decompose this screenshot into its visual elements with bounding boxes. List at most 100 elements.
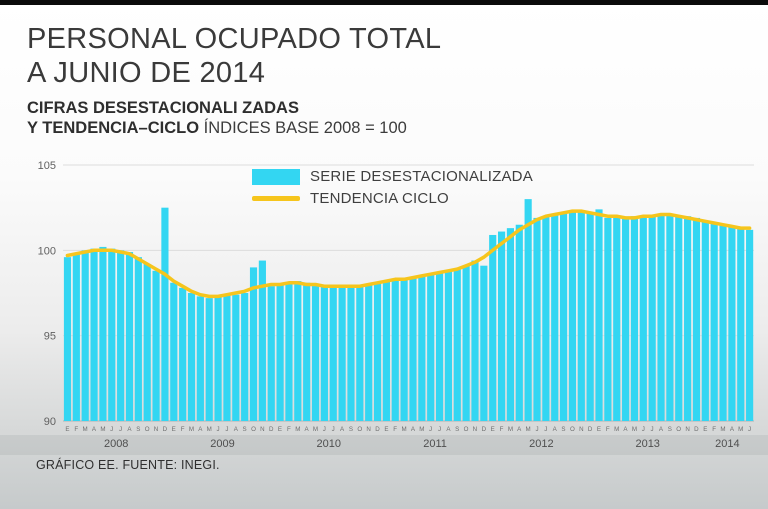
month-letter: A	[92, 426, 97, 433]
month-letter: J	[225, 426, 228, 433]
month-letter: A	[730, 426, 735, 433]
bar	[719, 224, 727, 421]
month-letter: F	[500, 426, 504, 433]
month-letter: E	[597, 426, 601, 433]
bar	[81, 250, 89, 421]
bar	[737, 228, 745, 421]
month-letter: E	[491, 426, 495, 433]
year-label: 2010	[317, 438, 341, 450]
x-axis-year-labels: 2008 2009 2010 2011 2012 2013 2014	[104, 438, 740, 450]
subtitle-bold-line1: CIFRAS DESESTACIONALI ZADAS	[27, 99, 299, 117]
month-letter: D	[588, 426, 593, 433]
month-letter: M	[100, 426, 105, 433]
tendencia-ciclo-line	[65, 209, 752, 299]
month-letter: A	[127, 426, 132, 433]
bar	[684, 216, 692, 421]
header: PERSONAL OCUPADO TOTAL A JUNIO DE 2014 C…	[27, 22, 441, 138]
bar	[692, 217, 701, 421]
month-letter: M	[313, 426, 318, 433]
month-letter: A	[446, 426, 451, 433]
year-label: 2009	[210, 438, 234, 450]
month-letter: F	[606, 426, 610, 433]
bar	[630, 216, 639, 421]
month-letter: N	[473, 426, 477, 433]
month-letter: D	[694, 426, 699, 433]
bar	[303, 282, 311, 421]
legend-swatch-tendencia-ciclo	[252, 196, 300, 201]
chart-area: 90 95 100 105 E F M A M J J A S O N D E F M A M J J A S O N D E F M A M J…	[0, 148, 768, 470]
month-letter: M	[83, 426, 88, 433]
bar	[648, 214, 656, 421]
bar	[595, 209, 603, 421]
bar	[418, 275, 426, 421]
bar	[276, 284, 284, 421]
legend-label-tendencia-ciclo: TENDENCIA CICLO	[310, 190, 449, 207]
bar	[444, 270, 452, 421]
bar	[560, 212, 568, 421]
bar	[143, 263, 151, 421]
bar	[701, 221, 709, 421]
bar	[453, 269, 461, 421]
year-label-band	[0, 435, 768, 455]
month-letter: J	[323, 426, 326, 433]
bar	[329, 287, 337, 421]
month-letter: S	[668, 426, 672, 433]
bar	[471, 260, 479, 421]
month-letter: E	[278, 426, 282, 433]
bar	[657, 214, 665, 421]
subtitle: CIFRAS DESESTACIONALI ZADAS Y TENDENCIA–…	[27, 98, 441, 138]
month-letter: F	[287, 426, 291, 433]
title-line2: A JUNIO DE 2014	[27, 57, 266, 89]
month-letter: O	[464, 426, 469, 433]
bar	[506, 228, 515, 421]
bar	[427, 274, 435, 421]
bar	[639, 216, 647, 421]
month-letter: O	[570, 426, 575, 433]
month-letter: N	[154, 426, 158, 433]
bar	[241, 293, 249, 421]
bar	[533, 217, 541, 421]
month-letter: E	[703, 426, 707, 433]
month-letter: M	[207, 426, 212, 433]
bar	[347, 286, 355, 421]
bar	[285, 282, 293, 421]
bar	[551, 214, 559, 421]
month-letter: N	[260, 426, 264, 433]
legend-item-tendencia: TENDENCIA CICLO	[252, 190, 533, 207]
month-letter: F	[393, 426, 397, 433]
month-letter: S	[349, 426, 353, 433]
month-letter: E	[172, 426, 176, 433]
month-letter: N	[579, 426, 583, 433]
month-letter: M	[508, 426, 513, 433]
bar	[728, 226, 736, 421]
bar	[542, 216, 550, 421]
month-letter: O	[676, 426, 681, 433]
y-tick-label: 100	[38, 245, 56, 257]
month-letter: M	[402, 426, 407, 433]
year-label: 2014	[715, 438, 739, 450]
title-line1: PERSONAL OCUPADO TOTAL	[27, 23, 442, 55]
bar	[586, 212, 594, 421]
bar	[462, 265, 470, 421]
month-letter: J	[332, 426, 335, 433]
bar	[196, 296, 204, 421]
month-letter: M	[419, 426, 424, 433]
bar	[117, 250, 125, 421]
bar	[152, 270, 160, 421]
bar	[170, 282, 178, 421]
subtitle-regular: ÍNDICES BASE 2008 = 100	[203, 119, 407, 137]
bar	[99, 246, 107, 421]
bar	[515, 224, 523, 421]
bar	[249, 267, 258, 421]
bar	[108, 248, 116, 421]
month-letter: J	[429, 426, 432, 433]
bar	[675, 216, 683, 421]
bar	[365, 284, 373, 421]
month-letter: J	[642, 426, 645, 433]
page-title: PERSONAL OCUPADO TOTAL A JUNIO DE 2014	[27, 22, 441, 90]
bar	[666, 214, 674, 421]
bar	[497, 231, 506, 421]
bar	[489, 234, 497, 421]
